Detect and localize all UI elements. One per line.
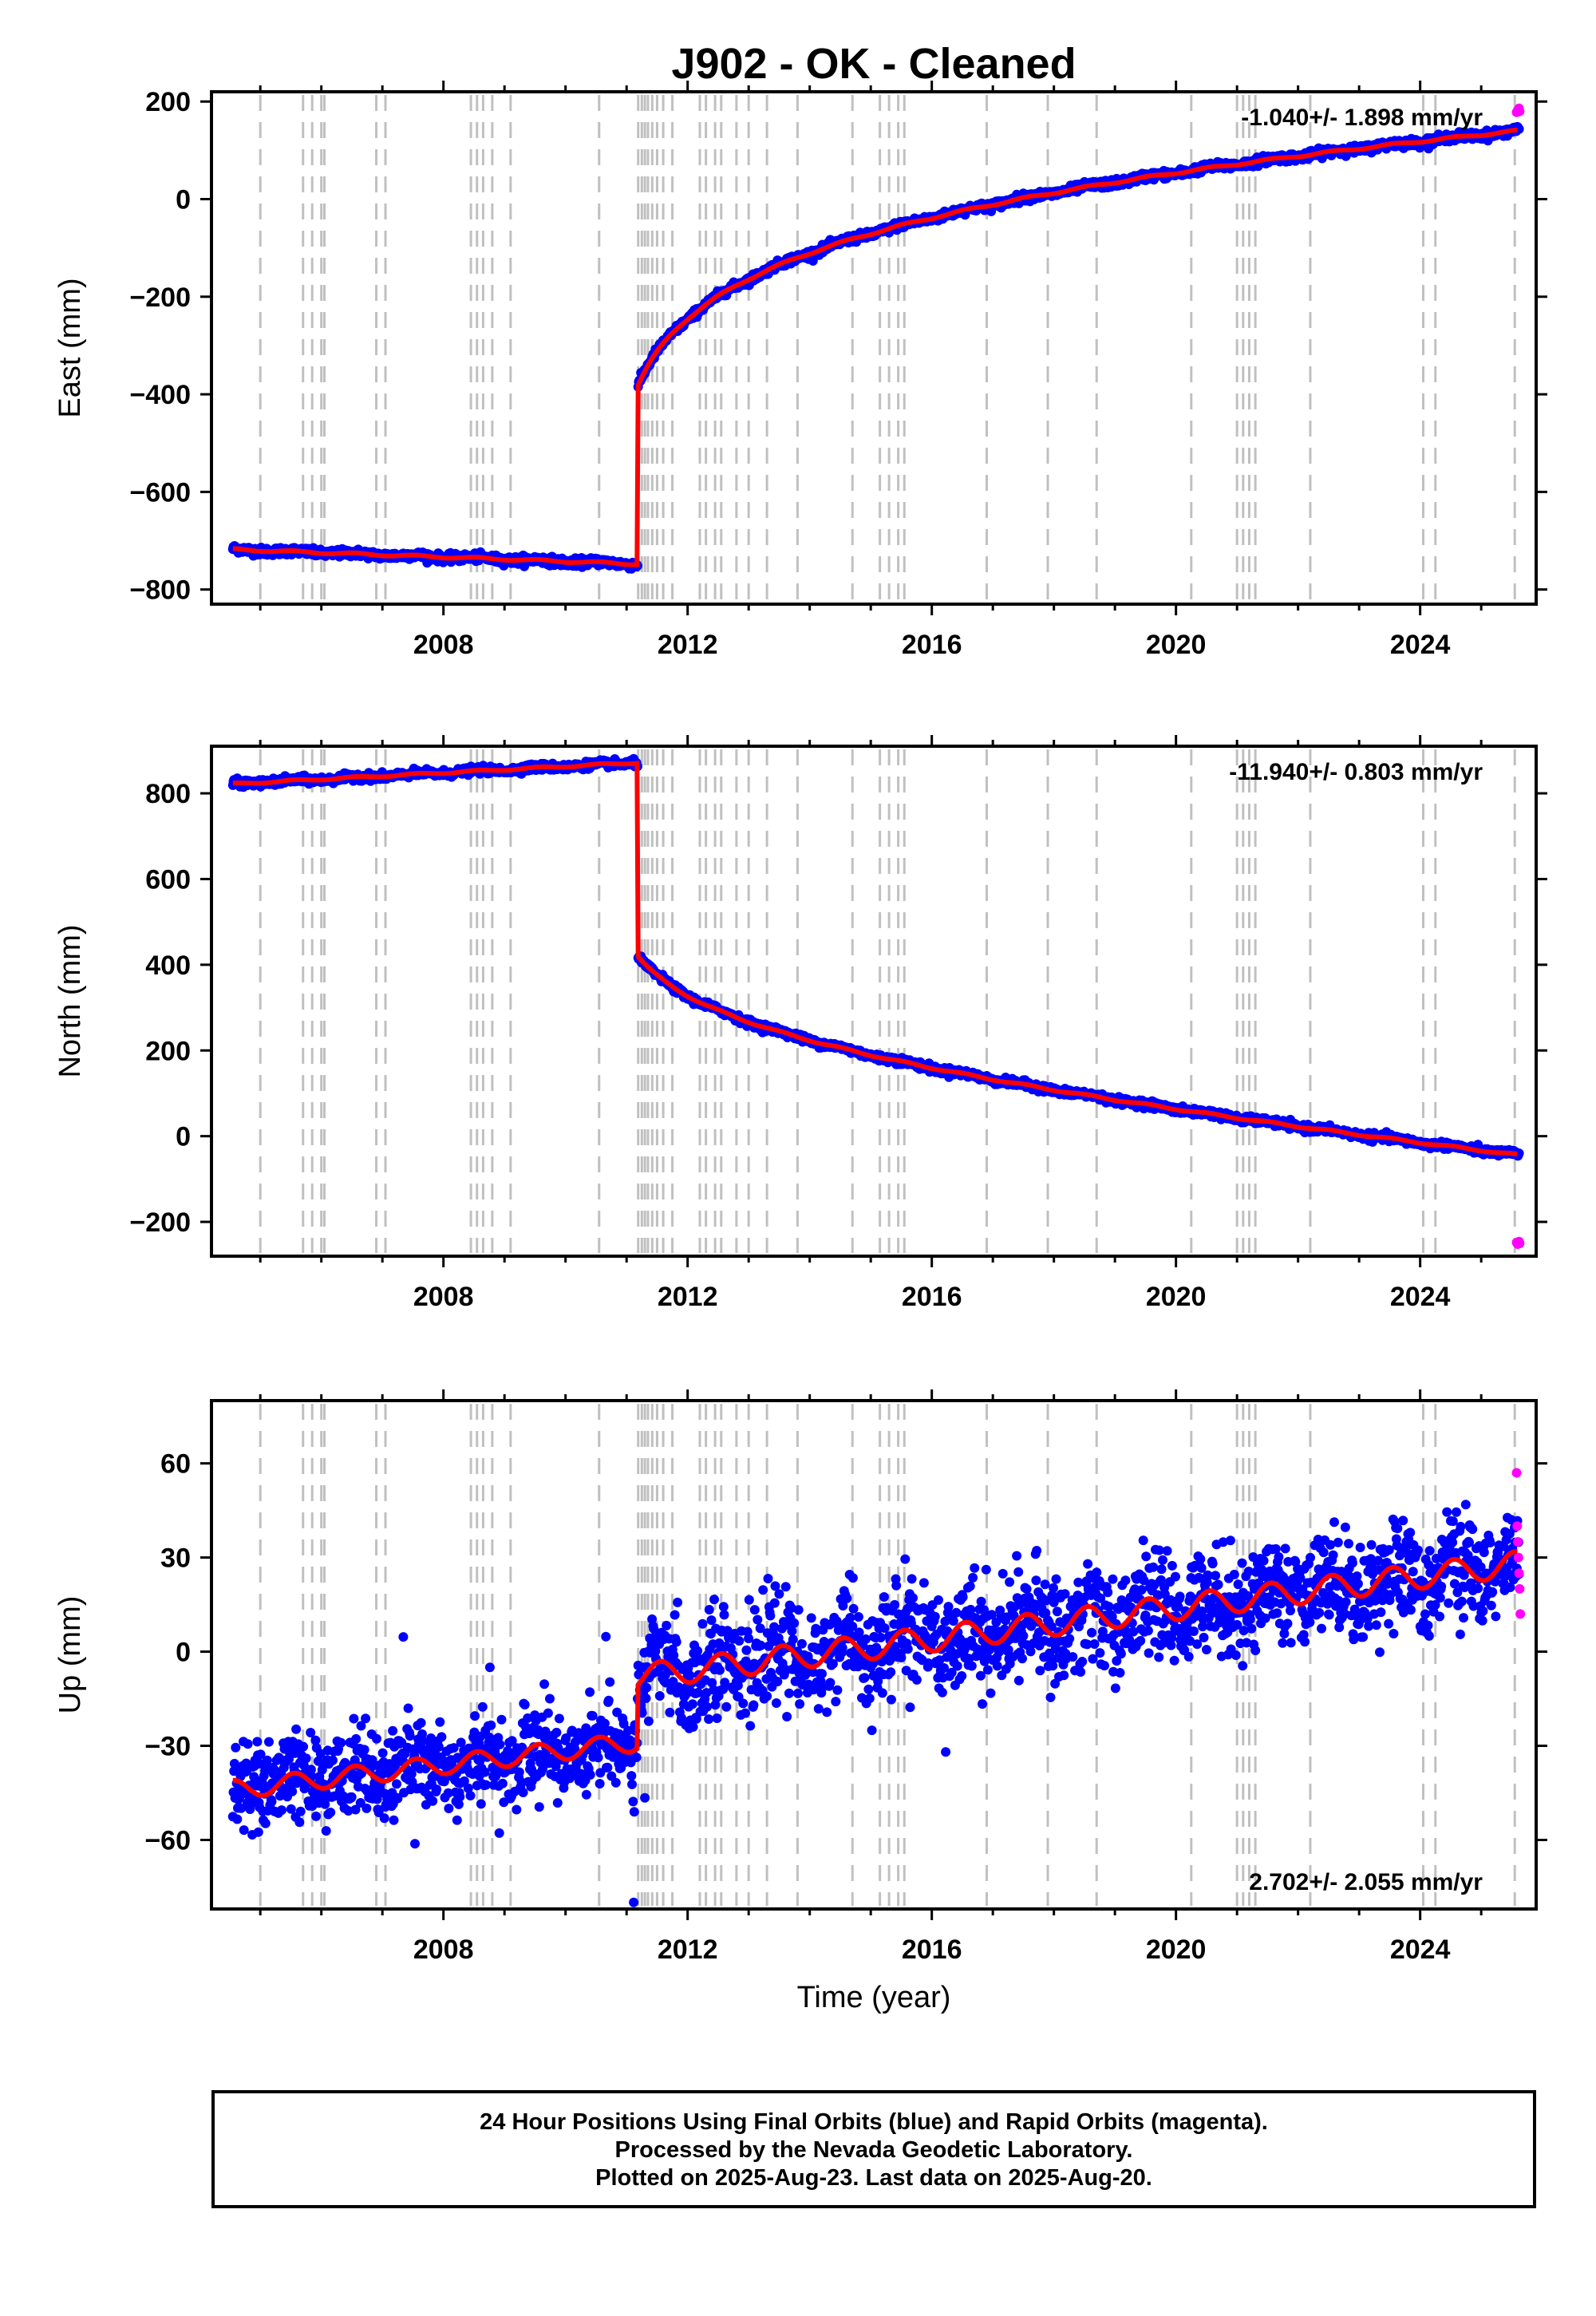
panel-1: 200 0 −200 −400 −600 −800 2008 2012 2016 2020 2024…	[53, 81, 1547, 660]
x-tick-label: 2016	[902, 630, 962, 660]
rate-annotation: -11.940+/- 0.803 mm/yr	[1229, 759, 1483, 785]
y-axis-label: North (mm)	[53, 924, 87, 1077]
final-orbit-points	[227, 121, 1524, 574]
y-tick-label: 0	[176, 185, 191, 215]
x-tick-label: 2016	[902, 1282, 962, 1312]
x-tick-label: 2012	[658, 630, 718, 660]
data-point	[239, 1825, 249, 1836]
y-tick-label: −800	[129, 575, 191, 606]
data-point	[243, 1739, 253, 1749]
x-tick-label: 2008	[413, 630, 474, 660]
y-tick-label: 0	[176, 1122, 191, 1152]
x-tick-label: 2024	[1390, 1282, 1451, 1312]
x-tick-label: 2012	[658, 1282, 718, 1312]
x-tick-label: 2020	[1146, 1282, 1207, 1312]
y-tick-label: −600	[129, 477, 191, 508]
y-tick-label: −200	[129, 1207, 191, 1238]
rapid-point	[1515, 106, 1525, 117]
data-point	[264, 1737, 274, 1747]
panel-2: 800 600 400 200 0 −200 2008 2012 2016 2020 2024 Nor…	[53, 735, 1547, 1312]
data-point	[232, 1814, 243, 1824]
plot-frame	[210, 745, 1538, 1258]
data-point	[260, 1818, 271, 1828]
model-line	[232, 761, 1518, 1157]
y-tick-label: 400	[145, 951, 191, 981]
model-line	[232, 127, 1518, 567]
final-orbit-points	[227, 1500, 1524, 1907]
chart-title: J902 - OK - Cleaned	[671, 40, 1076, 88]
x-tick-label: 2024	[1390, 630, 1451, 660]
data-point	[252, 1737, 263, 1747]
final-orbit-points	[227, 753, 1524, 1161]
x-tick-label: 2008	[413, 1282, 474, 1312]
x-tick-label: 2020	[1146, 630, 1207, 660]
plot-frame	[210, 90, 1538, 606]
rapid-point	[1515, 1238, 1525, 1248]
y-tick-label: −400	[129, 380, 191, 410]
y-tick-label: 200	[145, 1036, 191, 1066]
y-axis-label: East (mm)	[53, 278, 87, 417]
data-point	[231, 1742, 241, 1753]
y-tick-label: 200	[145, 87, 191, 117]
y-tick-label: 800	[145, 779, 191, 809]
y-tick-label: −200	[129, 283, 191, 313]
y-tick-label: 600	[145, 864, 191, 895]
data-point	[253, 1827, 263, 1837]
rate-annotation: -1.040+/- 1.898 mm/yr	[1241, 105, 1483, 131]
panels: 200 0 −200 −400 −600 −800 2008 2012 2016 2020 2024…	[53, 81, 1547, 1965]
